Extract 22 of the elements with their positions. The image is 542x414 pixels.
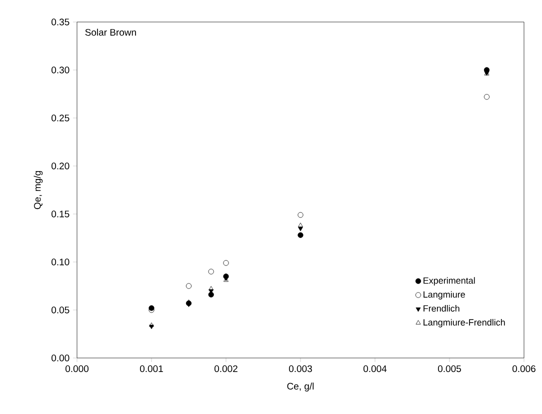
- legend-label: Experimental: [424, 277, 475, 286]
- x-tick-label: 0.000: [65, 365, 89, 372]
- x-tick-label: 0.005: [438, 365, 461, 372]
- y-tick-label: 0.35: [52, 18, 70, 26]
- legend-label: Frendlich: [424, 305, 460, 312]
- legend-label: Langmiure-Frendlich: [424, 318, 505, 328]
- legend-label: Langmiure: [424, 291, 465, 300]
- y-tick-label: 0.15: [52, 210, 70, 218]
- y-tick-label: 0.05: [52, 306, 70, 314]
- y-tick-label: 0.00: [52, 354, 70, 362]
- y-tick-label: 0.20: [52, 162, 70, 170]
- x-axis-title: Ce, g/l: [287, 382, 314, 392]
- x-tick-label: 0.003: [288, 365, 312, 372]
- x-tick-label: 0.002: [214, 365, 238, 372]
- y-tick-label: 0.30: [52, 66, 70, 74]
- y-axis-title: Qe, mg/g: [34, 171, 43, 210]
- x-tick-label: 0.006: [512, 365, 536, 372]
- x-tick-label: 0.004: [363, 365, 387, 372]
- annotation: Solar Brown: [85, 28, 136, 36]
- y-tick-label: 0.25: [52, 114, 70, 122]
- x-tick-label: 0.001: [140, 365, 163, 372]
- y-tick-label: 0.10: [52, 258, 70, 266]
